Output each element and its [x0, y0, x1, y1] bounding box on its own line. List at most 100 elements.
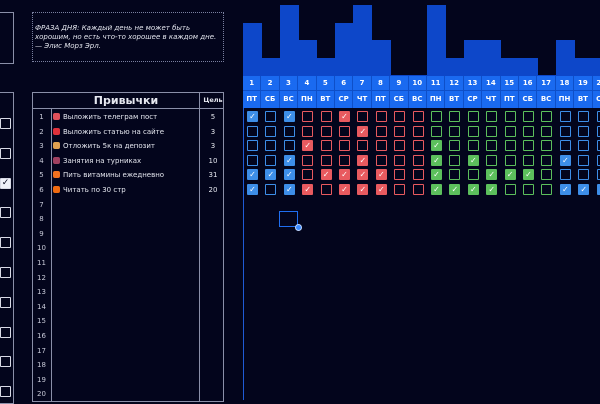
checkbox[interactable] [596, 111, 600, 122]
checkbox[interactable] [320, 111, 332, 122]
habit-row[interactable]: 15 [33, 314, 225, 328]
checkbox[interactable] [339, 125, 350, 137]
checkbox[interactable] [504, 125, 516, 137]
checkbox[interactable] [486, 140, 498, 152]
checkbox[interactable] [486, 125, 498, 137]
habit-name[interactable]: Читать по 30 стр [53, 183, 199, 197]
checkbox-checked[interactable]: ✓ [467, 184, 479, 195]
checkbox[interactable] [449, 111, 461, 122]
checkbox[interactable] [486, 111, 498, 122]
checkbox-checked[interactable]: ✓ [578, 184, 590, 195]
checkbox-checked[interactable]: ✓ [283, 169, 295, 181]
checkbox-checked[interactable]: ✓ [247, 111, 258, 122]
checkbox[interactable] [504, 184, 516, 195]
checkbox[interactable] [449, 169, 461, 181]
checkbox-checked[interactable]: ✓ [431, 184, 442, 195]
checkbox[interactable] [357, 140, 369, 152]
checkbox[interactable] [431, 111, 442, 122]
checkbox[interactable] [247, 154, 258, 166]
checkbox-checked[interactable]: ✓ [431, 169, 442, 181]
checkbox[interactable] [523, 184, 534, 195]
left-checkbox[interactable]: ✓ [0, 177, 11, 189]
checkbox-checked[interactable]: ✓ [431, 154, 442, 166]
checkbox[interactable] [283, 140, 295, 152]
checkbox[interactable] [394, 169, 406, 181]
cell-selection[interactable] [279, 211, 298, 227]
checkbox[interactable] [578, 154, 590, 166]
checkbox-checked[interactable]: ✓ [357, 154, 369, 166]
checkbox[interactable] [596, 154, 600, 166]
checkbox[interactable] [357, 111, 369, 122]
checkbox[interactable] [394, 184, 406, 195]
left-checkbox[interactable] [0, 267, 11, 278]
checkbox[interactable] [541, 111, 553, 122]
left-checkbox[interactable] [0, 386, 11, 398]
checkbox-checked[interactable]: ✓ [339, 169, 350, 181]
checkbox[interactable] [320, 125, 332, 137]
checkbox-checked[interactable]: ✓ [375, 184, 387, 195]
checkbox[interactable] [302, 111, 314, 122]
checkbox-checked[interactable]: ✓ [265, 169, 277, 181]
checkbox[interactable] [412, 140, 424, 152]
checkbox[interactable] [467, 169, 479, 181]
checkbox-checked[interactable]: ✓ [302, 140, 314, 152]
checkbox[interactable] [320, 140, 332, 152]
checkbox[interactable] [339, 154, 350, 166]
checkbox-checked[interactable]: ✓ [523, 169, 534, 181]
habit-row[interactable]: 11 [33, 256, 225, 270]
checkbox[interactable] [394, 140, 406, 152]
checkbox[interactable] [467, 111, 479, 122]
habit-goal[interactable]: 3 [210, 127, 216, 136]
checkbox-checked[interactable]: ✓ [283, 154, 295, 166]
checkbox-checked[interactable]: ✓ [486, 184, 498, 195]
left-checkbox[interactable] [0, 356, 11, 368]
checkbox[interactable] [265, 154, 277, 166]
checkbox[interactable] [265, 111, 277, 122]
checkbox-checked[interactable]: ✓ [559, 154, 571, 166]
checkbox[interactable] [412, 111, 424, 122]
left-checkbox[interactable] [0, 147, 11, 159]
habit-goal[interactable]: 20 [208, 186, 218, 194]
checkbox[interactable] [596, 140, 600, 152]
habit-row[interactable]: 8 [33, 212, 225, 226]
left-checkbox[interactable] [0, 237, 11, 249]
habit-row[interactable]: 2 Выложить статью на сайте 3 [33, 125, 225, 139]
checkbox[interactable] [375, 154, 387, 166]
habit-row[interactable]: 16 [33, 329, 225, 343]
checkbox[interactable] [504, 111, 516, 122]
habit-name[interactable]: Выложить статью на сайте [53, 125, 199, 139]
checkbox-checked[interactable]: ✓ [357, 184, 369, 195]
habit-name[interactable]: Пить витамины ежедневно [53, 168, 199, 182]
checkbox[interactable] [431, 125, 442, 137]
checkbox-checked[interactable]: ✓ [449, 184, 461, 195]
checkbox[interactable] [320, 154, 332, 166]
selection-fill-handle[interactable] [295, 224, 302, 231]
checkbox[interactable] [320, 184, 332, 195]
checkbox[interactable] [412, 125, 424, 137]
checkbox-checked[interactable]: ✓ [357, 169, 369, 181]
left-checkbox[interactable] [0, 118, 11, 129]
checkbox-checked[interactable]: ✓ [375, 169, 387, 181]
habit-row[interactable]: 3 Отложить 5к на депозит 3 [33, 139, 225, 153]
checkbox[interactable] [559, 169, 571, 181]
checkbox[interactable] [559, 125, 571, 137]
checkbox[interactable] [265, 125, 277, 137]
checkbox[interactable] [596, 169, 600, 181]
checkbox-checked[interactable]: ✓ [504, 169, 516, 181]
checkbox-checked[interactable]: ✓ [283, 111, 295, 122]
checkbox[interactable] [394, 125, 406, 137]
checkbox[interactable] [265, 184, 277, 195]
checkbox[interactable] [541, 154, 553, 166]
habit-name[interactable]: Выложить телеграм пост [53, 110, 199, 124]
checkbox[interactable] [523, 140, 534, 152]
checkbox[interactable] [412, 154, 424, 166]
checkbox[interactable] [578, 111, 590, 122]
checkbox[interactable] [339, 140, 350, 152]
checkbox[interactable] [449, 140, 461, 152]
checkbox[interactable] [541, 184, 553, 195]
checkbox-checked[interactable]: ✓ [283, 184, 295, 195]
checkbox[interactable] [578, 169, 590, 181]
checkbox[interactable] [265, 140, 277, 152]
checkbox[interactable] [283, 125, 295, 137]
habit-goal[interactable]: 31 [208, 171, 218, 180]
